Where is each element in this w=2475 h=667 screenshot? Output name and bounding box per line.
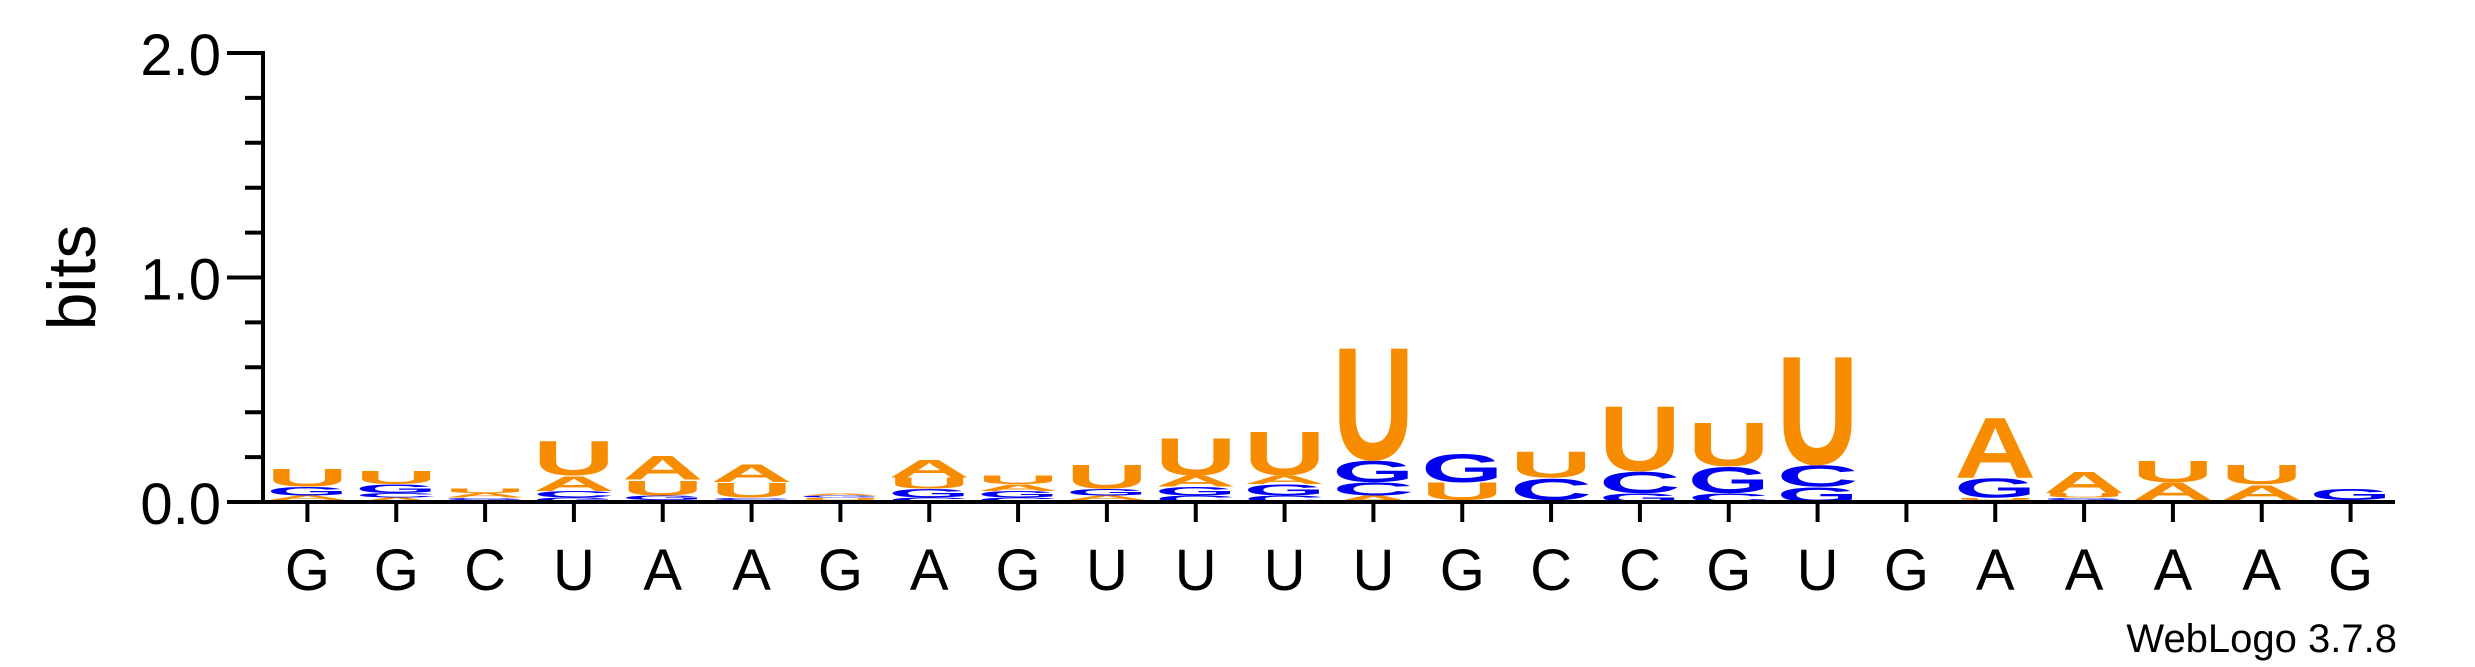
weblogo-credit: WebLogo 3.7.8 (2126, 617, 2397, 661)
x-tick-label: U (553, 538, 595, 603)
x-tick-label: A (2154, 538, 2193, 603)
logo-letter-g: G (1155, 484, 1237, 498)
x-tick-label: G (1440, 538, 1485, 603)
x-tick-label: A (2065, 538, 2104, 603)
logo-letter-g: G (355, 482, 437, 496)
y-tick-label: 2.0 (140, 23, 221, 88)
logo-letter-u: U (1777, 323, 1859, 497)
logo-letter-u: U (1333, 315, 1415, 494)
x-tick-label: A (910, 538, 949, 603)
logo-letter-a: A (2043, 465, 2125, 500)
logo-letter-g: G (1066, 487, 1148, 497)
x-tick-label: G (1884, 538, 1929, 603)
logo-letter-g: G (2310, 486, 2392, 503)
x-tick-label: C (1530, 538, 1572, 603)
logo-letter-a: A (711, 460, 793, 488)
x-tick-label: C (464, 538, 506, 603)
logo-letter-u: U (622, 476, 704, 500)
logo-letter-a: A (444, 492, 526, 499)
x-tick-label: U (1352, 538, 1394, 603)
logo-letter-a: A (1244, 473, 1326, 487)
logo-letter-g: G (2043, 497, 2125, 500)
logo-letter-c: C (1244, 494, 1326, 504)
logo-letter-a: A (1155, 472, 1237, 489)
x-tick-label: U (1797, 538, 1839, 603)
logo-letter-g: G (1244, 481, 1326, 498)
logo-letter-c: C (1599, 465, 1681, 500)
logo-letter-a: A (1333, 494, 1415, 504)
logo-letter-u: U (533, 430, 615, 486)
logo-letter-g: G (1954, 472, 2036, 503)
logo-letter-g: G (888, 486, 970, 500)
logo-letter-u: U (1510, 444, 1592, 485)
logo-letter-u: U (2221, 459, 2303, 490)
logo-letter-g: G (1421, 445, 1503, 490)
y-axis-label: bits (34, 225, 110, 331)
x-tick-label: A (2242, 538, 2281, 603)
logo-letter-u: U (2043, 492, 2125, 499)
logo-letter-u: U (888, 475, 970, 492)
logo-letter-u: U (1599, 386, 1681, 490)
logo-letter-u: U (355, 468, 437, 489)
logo-letter-u: U (1155, 427, 1237, 486)
x-tick-label: G (2328, 538, 2373, 603)
x-tick-label: U (1175, 538, 1217, 603)
logo-letter-a: A (622, 449, 704, 487)
logo-letter-g: G (267, 484, 349, 498)
logo-letter-c: C (355, 492, 437, 499)
logo-letter-c: C (977, 496, 1059, 503)
logo-letter-u: U (977, 473, 1059, 487)
logo-letter-a: A (800, 492, 882, 495)
logo-letter-c: C (533, 489, 615, 499)
logo-letter-a: A (1066, 494, 1148, 501)
x-tick-label: A (1976, 538, 2015, 603)
x-tick-label: U (1264, 538, 1306, 603)
logo-letter-g: G (1333, 454, 1415, 488)
logo-letter-g: G (977, 489, 1059, 499)
logo-letter-g: G (622, 494, 704, 501)
logo-letter-u: U (800, 497, 882, 500)
logo-letter-g: G (800, 495, 882, 498)
logo-letter-c: C (888, 496, 970, 503)
logo-letter-u: U (2132, 454, 2214, 489)
logo-letter-u: U (1066, 458, 1148, 496)
x-tick-label: G (996, 538, 1041, 603)
x-tick-label: C (1619, 538, 1661, 603)
logo-letter-c: C (1333, 479, 1415, 500)
x-tick-label: G (818, 538, 863, 603)
logo-letter-c: C (1155, 494, 1237, 504)
logo-letter-c: C (711, 497, 793, 500)
x-tick-label: G (285, 538, 330, 603)
logo-letter-a: A (533, 471, 615, 495)
letter-stacks: CAGUACGUCGAUGCAUCGUAGCUACUGACGUACGAUCAGU… (267, 315, 2392, 507)
x-tick-label: A (643, 538, 682, 603)
logo-letter-g: G (533, 496, 615, 503)
logo-letter-g: G (1688, 460, 1770, 502)
logo-letter-u: U (267, 464, 349, 492)
y-tick-label: 1.0 (140, 248, 221, 313)
logo-letter-a: A (355, 496, 437, 503)
logo-letter-a: A (267, 494, 349, 501)
logo-letter-a: A (977, 482, 1059, 492)
logo-letter-u: U (1954, 497, 2036, 500)
logo-letter-c: C (1777, 458, 1859, 493)
logo-letter-a: A (1954, 400, 2036, 496)
x-tick-label: U (1086, 538, 1128, 603)
y-axis: 0.0 1.0 2.0 (140, 23, 265, 537)
y-tick-label: 0.0 (140, 472, 221, 537)
logo-letter-u: U (444, 487, 526, 494)
x-tick-label: G (1706, 538, 1751, 603)
logo-letter-u: U (1244, 419, 1326, 488)
logo-letter-a: A (888, 455, 970, 483)
logo-letter-u: U (1688, 410, 1770, 479)
x-tick-label: A (732, 538, 771, 603)
x-tick-label: G (374, 538, 419, 603)
logo-letter-g: G (444, 497, 526, 500)
logo-letter-u: U (711, 478, 793, 502)
